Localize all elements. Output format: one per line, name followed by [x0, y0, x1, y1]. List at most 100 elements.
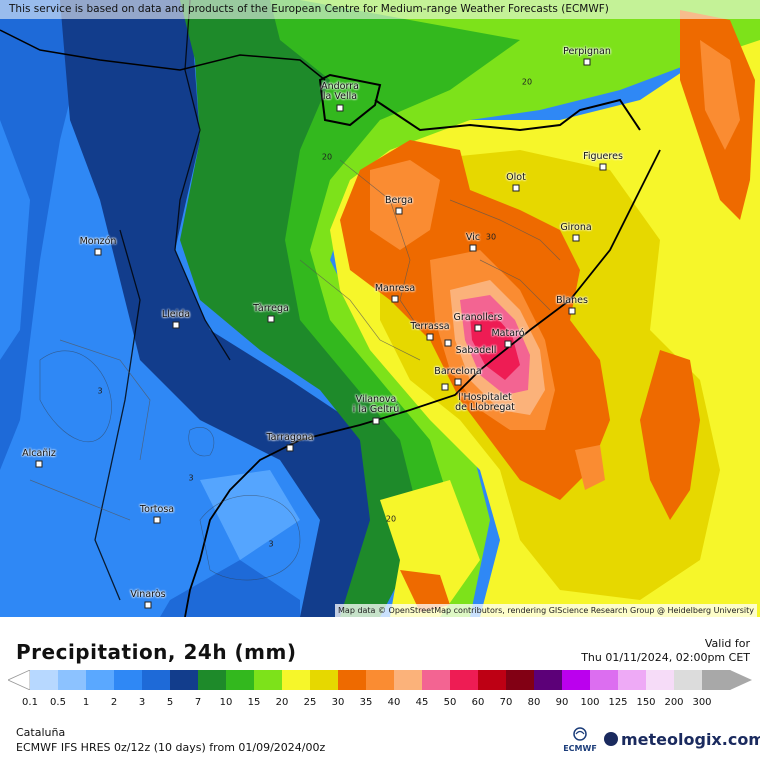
field-3mm-west — [0, 0, 80, 470]
city-label: Alcañiz — [22, 448, 56, 459]
city-label: Figueres — [583, 151, 623, 162]
city-marker — [469, 244, 477, 252]
precipitation-map[interactable]: This service is based on data and produc… — [0, 0, 760, 617]
legend-tick-label: 30 — [331, 697, 345, 708]
city-marker — [454, 378, 462, 386]
city-marker — [144, 601, 152, 609]
city-marker — [35, 460, 43, 468]
city-marker — [153, 516, 161, 524]
city-marker — [441, 383, 449, 391]
valid-label: Valid for — [704, 637, 750, 650]
legend-swatch — [254, 670, 283, 690]
legend-swatch — [618, 670, 647, 690]
isoline-label: 3 — [188, 473, 194, 483]
legend-tick-label: 200 — [664, 697, 684, 708]
city-label: Berga — [385, 195, 413, 206]
city-label: Tàrrega — [253, 303, 289, 314]
legend-arrow-low — [8, 670, 31, 690]
city-marker — [474, 324, 482, 332]
city-label: Perpignan — [563, 46, 611, 57]
legend-tick-label: 5 — [166, 697, 174, 708]
legend-swatch — [282, 670, 311, 690]
legend-swatch — [366, 670, 395, 690]
city-marker — [94, 248, 102, 256]
legend-swatch — [58, 670, 87, 690]
legend-tick-label: 300 — [692, 697, 712, 708]
isoline-label: 20 — [385, 514, 397, 524]
legend-tick-label: 90 — [555, 697, 569, 708]
legend-tick-label: 150 — [636, 697, 656, 708]
city-label: Vilanova i la Geltrú — [352, 394, 400, 415]
isoline-label: 20 — [521, 77, 533, 87]
city-marker — [395, 207, 403, 215]
legend-swatch — [478, 670, 507, 690]
legend-swatch — [142, 670, 171, 690]
isoline-label: 3 — [97, 386, 103, 396]
legend-tick-label: 1 — [82, 697, 90, 708]
legend-tick-label: 0.5 — [50, 697, 66, 708]
legend-title: Precipitation, 24h (mm) — [16, 640, 297, 664]
city-label: Barcelona — [434, 366, 482, 377]
legend-tick-label: 40 — [387, 697, 401, 708]
isoline-label: 30 — [485, 232, 497, 242]
isoline-label: 3 — [268, 539, 274, 549]
legend-arrow-high — [730, 670, 752, 690]
model-info: ECMWF IFS HRES 0z/12z (10 days) from 01/… — [16, 741, 326, 754]
field-35mm — [370, 160, 440, 250]
ecmwf-notice: This service is based on data and produc… — [0, 0, 760, 19]
legend-tick-label: 50 — [443, 697, 457, 708]
region-name: Cataluña — [16, 726, 66, 739]
city-marker — [444, 339, 452, 347]
legend-tick-label: 60 — [471, 697, 485, 708]
legend-tick-label: 3 — [138, 697, 146, 708]
legend-swatch — [338, 670, 367, 690]
city-label: l'Hospitalet de Llobregat — [455, 392, 515, 413]
legend-swatch — [310, 670, 339, 690]
legend-swatch — [86, 670, 115, 690]
city-label: Olot — [506, 172, 526, 183]
city-label: Lleida — [161, 309, 191, 320]
city-marker — [572, 234, 580, 242]
legend-swatch — [422, 670, 451, 690]
legend-swatch — [394, 670, 423, 690]
city-marker — [172, 321, 180, 329]
legend-swatch — [506, 670, 535, 690]
city-label: Vic — [465, 232, 481, 243]
legend-swatch — [590, 670, 619, 690]
legend-swatch — [114, 670, 143, 690]
legend-tick-label: 10 — [219, 697, 233, 708]
legend-tick-label: 35 — [359, 697, 373, 708]
precipitation-field — [0, 0, 760, 617]
city-label: Terrassa — [410, 321, 450, 332]
legend-swatch — [702, 670, 731, 690]
legend-swatch — [646, 670, 675, 690]
legend-tick-label: 45 — [415, 697, 429, 708]
city-label: Tarragona — [266, 432, 314, 443]
ecmwf-label: ECMWF — [563, 744, 597, 753]
legend-tick-label: 7 — [194, 697, 202, 708]
city-marker — [372, 417, 380, 425]
field-10mm — [270, 0, 560, 617]
legend-swatch — [562, 670, 591, 690]
city-label: Tortosa — [139, 504, 175, 515]
field-5mm — [60, 0, 380, 617]
legend-swatch — [198, 670, 227, 690]
city-marker — [504, 340, 512, 348]
meteologix-logo-icon — [604, 732, 618, 746]
city-label: Vinaròs — [130, 589, 166, 600]
legend-swatch — [226, 670, 255, 690]
legend-color-bar — [8, 670, 752, 690]
legend-swatch — [170, 670, 199, 690]
ecmwf-logo-icon — [573, 727, 587, 741]
legend-swatch — [450, 670, 479, 690]
city-marker — [267, 315, 275, 323]
map-attribution: Map data © OpenStreetMap contributors, r… — [335, 604, 757, 617]
city-label: Monzón — [79, 236, 117, 247]
meteologix-brand[interactable]: meteologix.com — [621, 730, 760, 749]
legend-tick-label: 2 — [110, 697, 118, 708]
city-marker — [286, 444, 294, 452]
city-label: Granollers — [453, 312, 503, 323]
city-marker — [426, 333, 434, 341]
city-marker — [599, 163, 607, 171]
legend-swatch — [674, 670, 703, 690]
